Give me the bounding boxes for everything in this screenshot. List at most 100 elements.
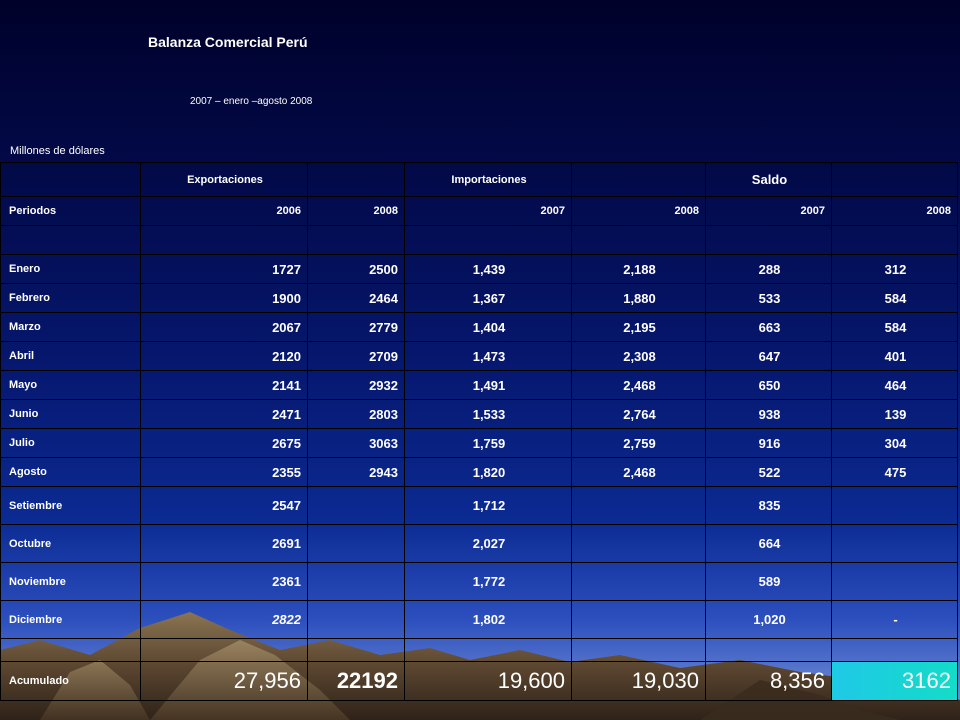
cell-value: 312 [831, 254, 958, 284]
cell-value: 522 [705, 457, 832, 487]
cell-value: 1,820 [404, 457, 572, 487]
table-row: Julio 2675 3063 1,759 2,759 916 304 [0, 428, 958, 458]
periods-label: Periodos [0, 196, 141, 226]
month-label: Julio [0, 428, 141, 458]
month-label: Junio [0, 399, 141, 429]
year-header: 2008 [831, 196, 958, 226]
month-label: Noviembre [0, 562, 141, 601]
header-saldo: Saldo [705, 162, 832, 197]
cell-value: 2,468 [571, 457, 706, 487]
total-value: 19,030 [571, 661, 706, 701]
cell-value: 2675 [140, 428, 308, 458]
month-label: Setiembre [0, 486, 141, 525]
cell-value: - [831, 600, 958, 639]
cell-value: 2779 [307, 312, 405, 342]
cell-value: 2141 [140, 370, 308, 400]
cell-value: 938 [705, 399, 832, 429]
cell-value: 1,759 [404, 428, 572, 458]
month-label: Diciembre [0, 600, 141, 639]
year-header: 2007 [404, 196, 572, 226]
cell-value: 1,491 [404, 370, 572, 400]
header-exportaciones: Exportaciones [140, 162, 308, 197]
header-importaciones: Importaciones [404, 162, 572, 197]
cell-value: 2691 [140, 524, 308, 563]
cell-value: 1,473 [404, 341, 572, 371]
year-header: 2008 [307, 196, 405, 226]
cell-value [307, 524, 405, 563]
cell-value [307, 562, 405, 601]
table-row: Setiembre 2547 1,712 835 [0, 486, 958, 525]
cell-value: 584 [831, 312, 958, 342]
total-value: 27,956 [140, 661, 308, 701]
header-empty [571, 162, 706, 197]
cell-value: 2067 [140, 312, 308, 342]
cell-value: 1,712 [404, 486, 572, 525]
cell-value: 1,439 [404, 254, 572, 284]
table-row: Abril 2120 2709 1,473 2,308 647 401 [0, 341, 958, 371]
cell-value: 2822 [140, 600, 308, 639]
cell-value: 2,195 [571, 312, 706, 342]
cell-value: 1,404 [404, 312, 572, 342]
page-subtitle: 2007 – enero –agosto 2008 [190, 96, 313, 107]
cell-value: 1,367 [404, 283, 572, 313]
cell-value: 533 [705, 283, 832, 313]
table-row: Febrero 1900 2464 1,367 1,880 533 584 [0, 283, 958, 313]
trade-balance-table: Exportaciones Importaciones Saldo Period… [0, 162, 958, 701]
cell-value: 1727 [140, 254, 308, 284]
cell-value: 2,759 [571, 428, 706, 458]
cell-value: 2500 [307, 254, 405, 284]
cell-value: 304 [831, 428, 958, 458]
cell-value: 589 [705, 562, 832, 601]
total-value: 22192 [307, 661, 405, 701]
unit-label: Millones de dólares [10, 145, 105, 157]
cell-value: 650 [705, 370, 832, 400]
cell-value: 2,027 [404, 524, 572, 563]
cell-value: 2361 [140, 562, 308, 601]
cell-value [307, 600, 405, 639]
month-label: Mayo [0, 370, 141, 400]
cell-value [831, 562, 958, 601]
total-row: Acumulado 27,956 22192 19,600 19,030 8,3… [0, 661, 958, 701]
cell-value: 664 [705, 524, 832, 563]
cell-value: 475 [831, 457, 958, 487]
cell-value: 2,764 [571, 399, 706, 429]
total-value: 19,600 [404, 661, 572, 701]
cell-value: 2709 [307, 341, 405, 371]
month-label: Marzo [0, 312, 141, 342]
cell-value: 835 [705, 486, 832, 525]
total-value: 8,356 [705, 661, 832, 701]
table-row: Agosto 2355 2943 1,820 2,468 522 475 [0, 457, 958, 487]
cell-value: 647 [705, 341, 832, 371]
cell-value: 663 [705, 312, 832, 342]
cell-value: 916 [705, 428, 832, 458]
table-row: Mayo 2141 2932 1,491 2,468 650 464 [0, 370, 958, 400]
header-empty [0, 162, 141, 197]
month-label: Octubre [0, 524, 141, 563]
cell-value [571, 600, 706, 639]
cell-value: 584 [831, 283, 958, 313]
month-label: Abril [0, 341, 141, 371]
cell-value: 2,188 [571, 254, 706, 284]
table-row: Marzo 2067 2779 1,404 2,195 663 584 [0, 312, 958, 342]
cell-value: 3063 [307, 428, 405, 458]
cell-value: 464 [831, 370, 958, 400]
periods-row: Periodos 2006 2008 2007 2008 2007 2008 [0, 196, 958, 226]
cell-value: 1,772 [404, 562, 572, 601]
table-row: Junio 2471 2803 1,533 2,764 938 139 [0, 399, 958, 429]
spacer-row [0, 638, 958, 662]
cell-value: 2120 [140, 341, 308, 371]
table-row: Noviembre 2361 1,772 589 [0, 562, 958, 601]
table-row: Octubre 2691 2,027 664 [0, 524, 958, 563]
table-row: Diciembre 2822 1,802 1,020 - [0, 600, 958, 639]
cell-value: 1900 [140, 283, 308, 313]
cell-value: 139 [831, 399, 958, 429]
cell-value: 1,880 [571, 283, 706, 313]
cell-value: 2464 [307, 283, 405, 313]
page-title: Balanza Comercial Perú [148, 34, 308, 50]
cell-value: 2547 [140, 486, 308, 525]
month-label: Enero [0, 254, 141, 284]
cell-value: 401 [831, 341, 958, 371]
cell-value: 2943 [307, 457, 405, 487]
blank-row [0, 225, 958, 255]
cell-value: 1,533 [404, 399, 572, 429]
